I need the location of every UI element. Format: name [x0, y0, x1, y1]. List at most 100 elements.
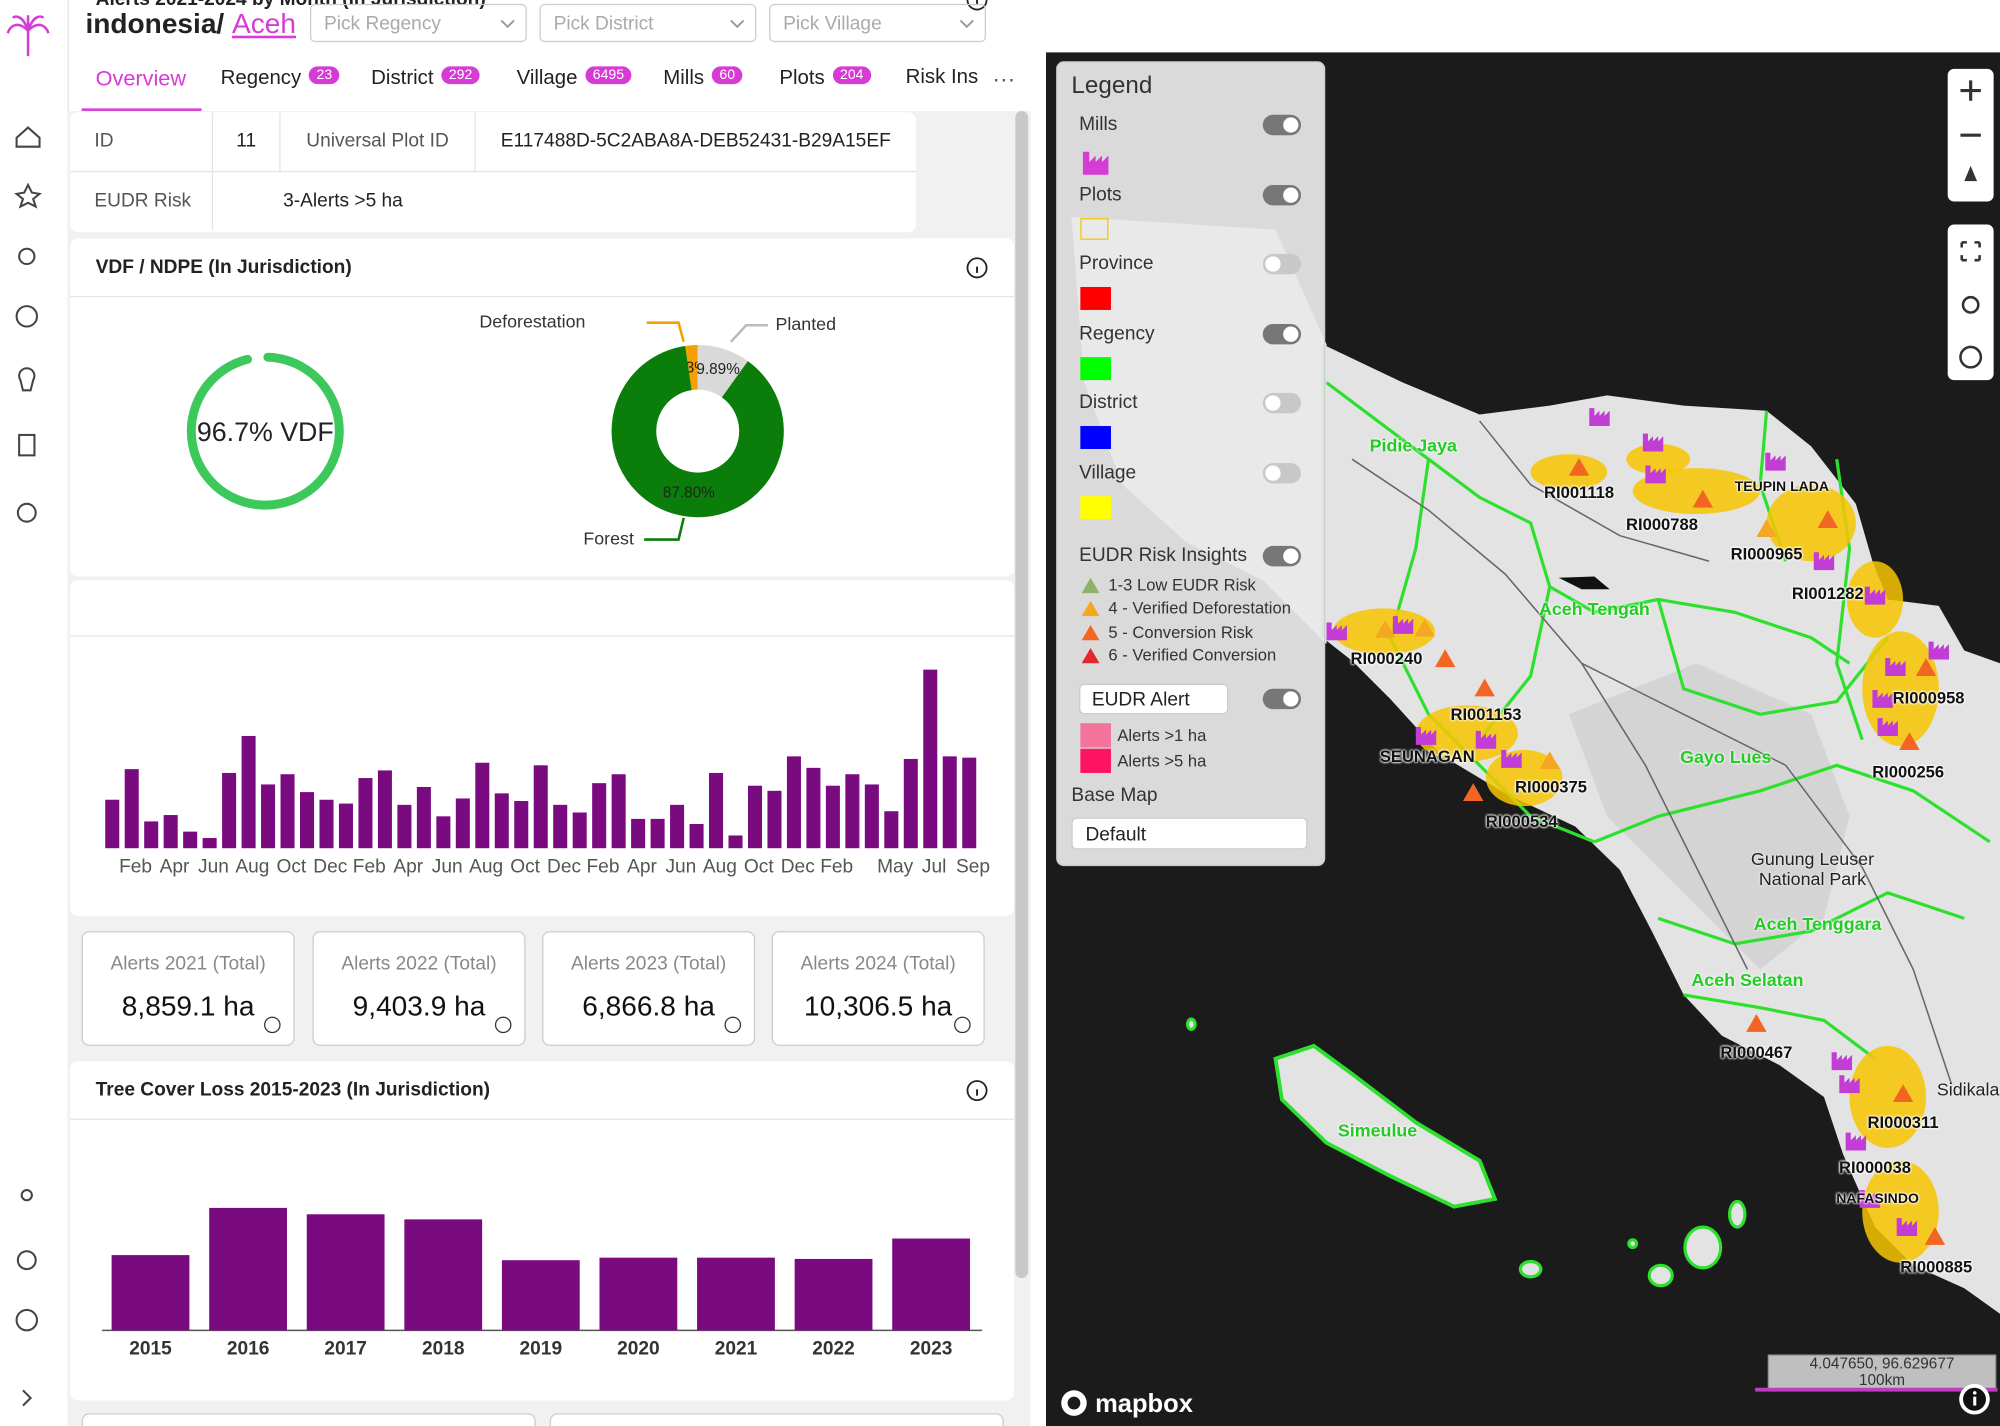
risk-name: 5 - Conversion Risk [1108, 621, 1254, 642]
alert-select[interactable]: EUDR Alert [1079, 683, 1229, 715]
bar [709, 772, 724, 849]
attribution-text: mapbox [1095, 1390, 1193, 1419]
legend-title: Legend [1071, 72, 1153, 100]
road [1785, 764, 1953, 1085]
base-map-select[interactable]: Default [1071, 817, 1308, 850]
geolocate[interactable] [1961, 295, 1980, 314]
kpi-info [494, 1016, 512, 1034]
toggle[interactable] [1262, 545, 1302, 567]
risk-marker [1374, 619, 1396, 638]
toggle[interactable] [1262, 184, 1302, 205]
toggle[interactable] [1262, 463, 1302, 484]
mill-marker [1645, 465, 1666, 484]
bar [436, 816, 451, 849]
country[interactable]: indonesia/ [85, 7, 225, 40]
toggle[interactable] [1262, 688, 1302, 710]
kpi-info [264, 1016, 281, 1034]
risk-marker [1817, 510, 1839, 529]
map-label: RI000375 [1515, 777, 1587, 797]
tab[interactable]: District 292 [371, 66, 480, 90]
slice-label: Forest [583, 528, 634, 548]
leader-line [644, 517, 685, 541]
user-icon[interactable] [20, 1189, 33, 1202]
province[interactable]: Aceh [232, 7, 297, 40]
mill-marker [1326, 622, 1347, 641]
islet [1647, 1263, 1674, 1288]
swatch-icon [1082, 151, 1109, 175]
bar [306, 1214, 385, 1331]
bar [670, 804, 685, 849]
compass[interactable] [1964, 165, 1978, 182]
map-label: Sidikala [1936, 1079, 2000, 1100]
settings-icon[interactable] [16, 502, 37, 523]
toggle[interactable] [1262, 114, 1302, 136]
x-tick-label: Aug [703, 856, 737, 877]
regency-boundary [1388, 458, 1595, 844]
bulb-icon[interactable] [18, 367, 36, 392]
globe-icon[interactable] [15, 305, 39, 328]
home-icon[interactable] [15, 126, 41, 148]
tab[interactable]: Mills 60 [663, 66, 743, 90]
donut-slice [696, 345, 748, 399]
more-tabs[interactable]: ··· [992, 66, 1016, 92]
kpi-value: 9,403.9 ha [352, 989, 486, 1022]
list-icon[interactable] [18, 433, 36, 457]
plot-cluster [1530, 454, 1608, 490]
map-label: RI000534 [1485, 811, 1558, 831]
map-label: RI000958 [1892, 688, 1965, 708]
filter-select[interactable]: Pick Village [769, 3, 986, 43]
regency-boundary [1683, 993, 1876, 1060]
toggle-knob [1283, 186, 1299, 203]
tab[interactable]: Village 6495 [517, 66, 632, 90]
tab[interactable]: Plots 204 [779, 66, 872, 90]
tab[interactable]: Overview [96, 66, 186, 92]
bar [806, 767, 821, 849]
bar [592, 783, 607, 849]
kpi-card: Alerts 2023 (Total) 6,866.8 ha [542, 931, 756, 1046]
toggle-knob [1283, 548, 1299, 564]
pitch[interactable] [1959, 345, 1983, 369]
scrollbar[interactable] [1015, 110, 1029, 1279]
layer-swatch [1080, 217, 1109, 240]
risk-marker [1434, 649, 1456, 668]
map-label: Gayo Lues [1680, 746, 1772, 767]
toggle[interactable] [1262, 323, 1302, 345]
attribution[interactable]: mapbox [1060, 1389, 1193, 1420]
x-tick-label: 2022 [812, 1339, 855, 1360]
scale-bar [1755, 1387, 1998, 1392]
fullscreen[interactable] [1960, 241, 1981, 262]
bar [494, 793, 509, 849]
x-tick-label: Aug [469, 856, 503, 877]
plot-cluster [1862, 631, 1939, 747]
toggle[interactable] [1262, 254, 1302, 275]
help-icon[interactable] [15, 1308, 39, 1332]
tab-label: Risk Insights [905, 66, 979, 89]
tab[interactable]: Regency 23 [221, 66, 340, 90]
expand-icon[interactable] [22, 1389, 33, 1407]
tab[interactable]: Risk Insights [906, 66, 979, 89]
island [1273, 1043, 1498, 1209]
zoom-in[interactable] [1960, 80, 1981, 101]
risk-marker [1899, 732, 1920, 750]
bar [261, 784, 276, 849]
kpi-label: Alerts 2023 (Total) [570, 952, 727, 975]
filter-select[interactable]: Pick District [539, 3, 757, 43]
risk-triangle [1081, 647, 1100, 664]
islet [1518, 1259, 1543, 1279]
bar [280, 774, 295, 849]
logout-icon[interactable] [16, 1250, 37, 1271]
toggle[interactable] [1262, 393, 1302, 414]
mill-marker [1392, 616, 1414, 634]
bar [611, 774, 626, 849]
bar [903, 758, 918, 849]
info-button[interactable] [1958, 1383, 1991, 1416]
filter-select[interactable]: Pick Regency [309, 3, 527, 43]
layer-name: District [1079, 392, 1138, 414]
tab-label: District [371, 67, 434, 90]
star-icon[interactable] [14, 182, 42, 209]
islet [1727, 1199, 1747, 1229]
bar [358, 778, 373, 849]
target-icon[interactable] [18, 247, 36, 266]
tab-badge: 292 [441, 66, 480, 85]
bar [202, 838, 217, 849]
